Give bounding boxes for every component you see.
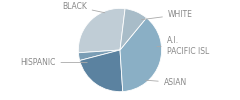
Text: BLACK: BLACK (62, 2, 105, 13)
Wedge shape (120, 18, 162, 92)
Wedge shape (78, 50, 120, 60)
Text: HISPANIC: HISPANIC (20, 58, 87, 67)
Text: WHITE: WHITE (142, 10, 193, 20)
Text: ASIAN: ASIAN (146, 78, 187, 87)
Wedge shape (120, 9, 146, 50)
Wedge shape (78, 8, 125, 53)
Wedge shape (80, 50, 123, 92)
Text: A.I.
PACIFIC ISL: A.I. PACIFIC ISL (157, 36, 209, 56)
